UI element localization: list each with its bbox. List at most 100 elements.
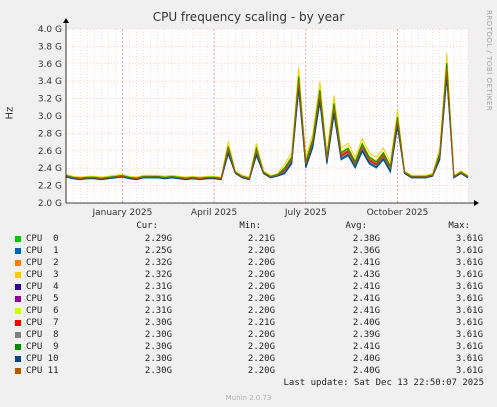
legend-value-min: 2.20G — [247, 306, 275, 316]
y-tick-label: 3.8 G — [38, 42, 62, 52]
legend-value-cur: 2.30G — [144, 330, 172, 340]
legend-row: CPU 2 2.32G 2.20G 2.41G 3.61G — [0, 258, 497, 270]
legend-value-min: 2.20G — [247, 282, 275, 292]
legend-series-name: CPU 1 — [26, 246, 59, 256]
legend-value-max: 3.61G — [455, 306, 483, 316]
legend-value-min: 2.20G — [247, 270, 275, 280]
legend-swatch — [15, 296, 21, 302]
legend-value-avg: 2.39G — [352, 330, 380, 340]
legend-value-cur: 2.31G — [144, 294, 172, 304]
legend-value-avg: 2.43G — [352, 270, 380, 280]
legend-swatch — [15, 356, 21, 362]
legend-swatch — [15, 344, 21, 350]
legend-header-avg: Avg: — [345, 221, 367, 231]
last-update: Last update: Sat Dec 13 22:50:07 2025 — [283, 378, 484, 388]
legend-swatch — [15, 260, 21, 266]
x-tick-label: January 2025 — [91, 208, 152, 218]
legend-row: CPU 1 2.25G 2.20G 2.36G 3.61G — [0, 246, 497, 258]
legend-value-max: 3.61G — [455, 330, 483, 340]
legend-row: CPU 8 2.30G 2.20G 2.39G 3.61G — [0, 330, 497, 342]
legend-value-avg: 2.41G — [352, 294, 380, 304]
legend-value-avg: 2.38G — [352, 234, 380, 244]
legend-series-name: CPU 9 — [26, 342, 59, 352]
legend-row: CPU 3 2.32G 2.20G 2.43G 3.61G — [0, 270, 497, 282]
legend-value-min: 2.20G — [247, 294, 275, 304]
x-tick-label: April 2025 — [191, 208, 237, 218]
y-axis-arrow — [63, 18, 69, 23]
legend-value-min: 2.20G — [247, 330, 275, 340]
chart-title: CPU frequency scaling - by year — [152, 10, 345, 24]
legend-row: CPU 7 2.30G 2.21G 2.40G 3.61G — [0, 318, 497, 330]
legend-row: CPU 5 2.31G 2.20G 2.41G 3.61G — [0, 294, 497, 306]
legend-swatch — [15, 236, 21, 242]
legend-swatch — [15, 272, 21, 278]
legend-series-name: CPU 6 — [26, 306, 59, 316]
legend-value-max: 3.61G — [455, 282, 483, 292]
legend-series-name: CPU 7 — [26, 318, 59, 328]
legend-value-min: 2.21G — [247, 234, 275, 244]
y-tick-label: 4.0 G — [38, 25, 62, 35]
legend-value-max: 3.61G — [455, 354, 483, 364]
legend-series-name: CPU 10 — [26, 354, 59, 364]
legend-value-avg: 2.40G — [352, 366, 380, 376]
legend-value-avg: 2.40G — [352, 354, 380, 364]
legend-value-avg: 2.36G — [352, 246, 380, 256]
legend-value-avg: 2.41G — [352, 306, 380, 316]
legend-header-row: Cur: Min: Avg: Max: — [0, 221, 497, 233]
legend-value-min: 2.20G — [247, 258, 275, 268]
legend-value-min: 2.21G — [247, 318, 275, 328]
legend-value-avg: 2.40G — [352, 318, 380, 328]
legend-value-avg: 2.41G — [352, 258, 380, 268]
legend-value-cur: 2.30G — [144, 366, 172, 376]
cpu-frequency-chart: 2.0 G 2.2 G 2.4 G 2.6 G 2.8 G 3.0 G 3.2 G 3.4 G… — [38, 18, 479, 218]
legend-value-cur: 2.30G — [144, 342, 172, 352]
x-tick-label: July 2025 — [284, 208, 327, 218]
legend-row: CPU 10 2.30G 2.20G 2.40G 3.61G — [0, 354, 497, 366]
legend-value-cur: 2.30G — [144, 318, 172, 328]
y-tick-label: 3.4 G — [38, 77, 62, 87]
legend-value-cur: 2.31G — [144, 282, 172, 292]
legend-value-max: 3.61G — [455, 342, 483, 352]
y-tick-label: 3.0 G — [38, 112, 62, 122]
legend-value-min: 2.20G — [247, 366, 275, 376]
legend-header-max: Max: — [448, 221, 470, 231]
legend-row: CPU 0 2.29G 2.21G 2.38G 3.61G — [0, 234, 497, 246]
y-tick-label: 2.8 G — [38, 129, 62, 139]
legend-value-cur: 2.29G — [144, 234, 172, 244]
legend-header-min: Min: — [239, 221, 261, 231]
legend-value-avg: 2.41G — [352, 342, 380, 352]
legend-value-max: 3.61G — [455, 294, 483, 304]
y-tick-label: 3.2 G — [38, 95, 62, 105]
legend-value-cur: 2.32G — [144, 258, 172, 268]
legend-swatch — [15, 248, 21, 254]
legend-value-max: 3.61G — [455, 234, 483, 244]
legend-series-name: CPU 8 — [26, 330, 59, 340]
legend-swatch — [15, 308, 21, 314]
x-axis-arrow — [474, 200, 479, 206]
legend-value-cur: 2.30G — [144, 354, 172, 364]
legend-value-cur: 2.31G — [144, 306, 172, 316]
legend-value-min: 2.20G — [247, 342, 275, 352]
legend-row: CPU 6 2.31G 2.20G 2.41G 3.61G — [0, 306, 497, 318]
legend-value-max: 3.61G — [455, 258, 483, 268]
munin-version: Munin 2.0.73 — [225, 394, 272, 402]
legend-value-min: 2.20G — [247, 354, 275, 364]
legend-swatch — [15, 284, 21, 290]
legend-value-avg: 2.41G — [352, 282, 380, 292]
series-line — [65, 68, 469, 180]
legend-series-name: CPU 0 — [26, 234, 59, 244]
legend-swatch — [15, 368, 21, 374]
rrdtool-credit: RRDTOOL / TOBI OETIKER — [485, 10, 493, 112]
y-tick-label: 3.6 G — [38, 60, 62, 70]
legend-value-max: 3.61G — [455, 318, 483, 328]
legend-value-min: 2.20G — [247, 246, 275, 256]
legend-swatch — [15, 320, 21, 326]
legend-value-cur: 2.25G — [144, 246, 172, 256]
legend-series-name: CPU 2 — [26, 258, 59, 268]
legend-value-max: 3.61G — [455, 246, 483, 256]
legend-series-name: CPU 11 — [26, 366, 59, 376]
x-tick-label: October 2025 — [367, 208, 429, 218]
legend-value-max: 3.61G — [455, 366, 483, 376]
y-tick-label: 2.0 G — [38, 199, 62, 209]
y-tick-label: 2.4 G — [38, 164, 62, 174]
